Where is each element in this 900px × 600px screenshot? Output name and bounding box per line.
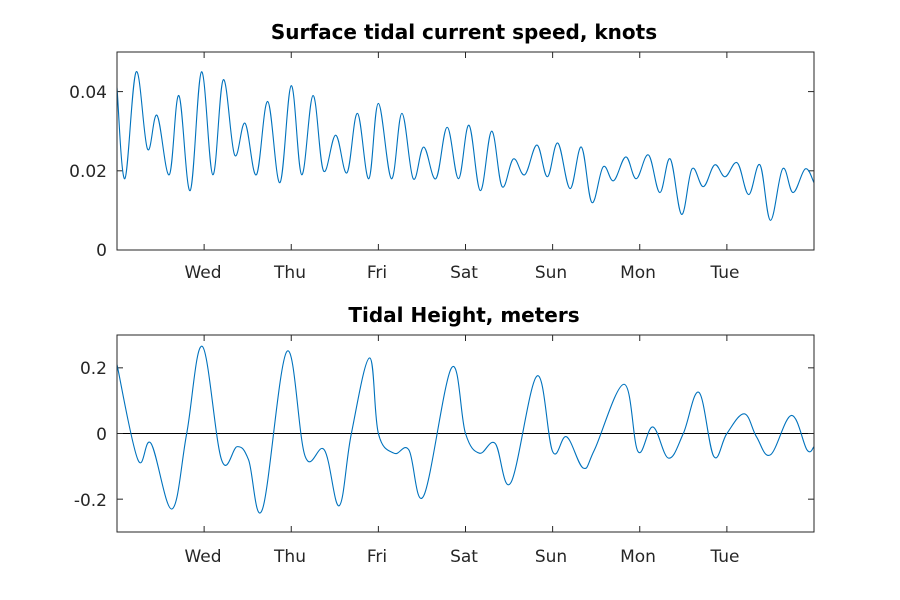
tidal-height-xtick-label: Thu <box>273 547 306 567</box>
tidal-height-xtick-label: Sun <box>535 547 567 567</box>
tidal-height-title: Tidal Height, meters <box>348 303 579 327</box>
current-speed-xtick-label: Fri <box>367 263 387 283</box>
current-speed-ytick-label: 0.04 <box>69 83 107 103</box>
current-speed-xtick-label: Tue <box>709 263 739 283</box>
current-speed-axes-box <box>116 51 815 251</box>
current-speed-ytick-label: 0 <box>96 241 107 261</box>
tidal-height-line <box>116 345 815 514</box>
current-speed-ytick-label: 0.02 <box>69 162 107 182</box>
tidal-height-xtick-label: Sat <box>450 547 478 567</box>
current-speed-xtick-label: Sat <box>450 263 478 283</box>
current-speed-xtick-label: Wed <box>184 263 221 283</box>
tidal-height-xtick-label: Fri <box>367 547 387 567</box>
tidal-height-chart: Tidal Height, meters -0.2 0 0.2 Wed Thu … <box>74 303 815 567</box>
tidal-height-xtick-label: Tue <box>709 547 739 567</box>
tidal-height-xticks: Wed Thu Fri Sat Sun Mon Tue <box>184 547 739 567</box>
current-speed-xtick-label: Thu <box>273 263 306 283</box>
current-speed-xtick-label: Mon <box>620 263 656 283</box>
tidal-height-ytick-label: 0.2 <box>80 359 107 379</box>
current-speed-title: Surface tidal current speed, knots <box>271 20 657 44</box>
tidal-height-ytick-label: -0.2 <box>74 491 107 511</box>
current-speed-xtick-label: Sun <box>535 263 567 283</box>
tidal-height-tickmarks <box>117 335 814 532</box>
tidal-height-xtick-label: Wed <box>184 547 221 567</box>
tidal-height-xtick-label: Mon <box>620 547 656 567</box>
current-speed-yticks: 0 0.02 0.04 <box>69 83 107 261</box>
current-speed-line <box>116 71 815 221</box>
current-speed-tickmarks <box>117 52 814 251</box>
tidal-height-ytick-label: 0 <box>96 425 107 445</box>
current-speed-chart: Surface tidal current speed, knots 0 0.0… <box>69 20 815 283</box>
tidal-height-yticks: -0.2 0 0.2 <box>74 359 107 511</box>
tidal-height-axes-box <box>116 334 815 533</box>
current-speed-xticks: Wed Thu Fri Sat Sun Mon Tue <box>184 263 739 283</box>
